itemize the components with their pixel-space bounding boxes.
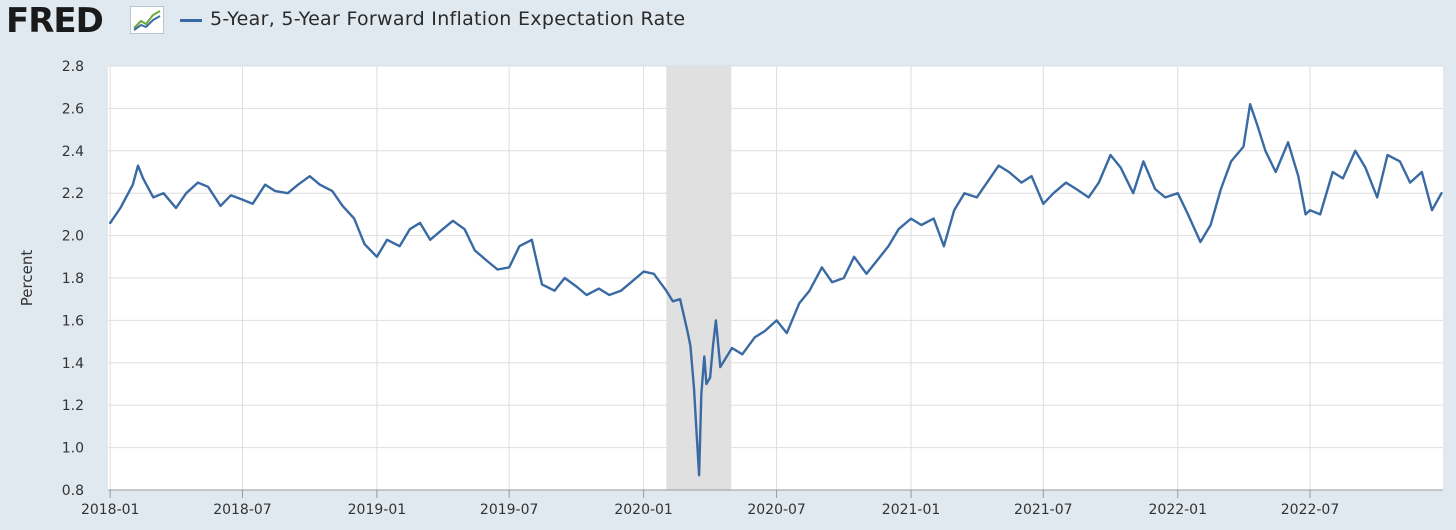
fred-graph-icon — [130, 6, 164, 34]
line-chart: 0.8 1.0 1.2 1.4 1.6 1.8 2.0 2.2 2.4 2.6 2.8 2018-0… — [18, 59, 1443, 518]
series-line — [108, 103, 1443, 477]
x-axis-ticks: 2018-01 2018-07 2019-01 2019-07 2020-01 2020-… — [81, 489, 1443, 518]
y-tick-label: 2.8 — [62, 59, 84, 75]
y-tick-label: 1.6 — [62, 313, 84, 329]
y-tick-label: 1.8 — [62, 271, 84, 287]
series-layer — [108, 103, 1443, 477]
x-tick-label: 2019-01 — [348, 502, 407, 518]
fred-logo[interactable]: FRED — [6, 1, 104, 41]
x-tick-label: 2018-07 — [213, 502, 272, 518]
fred-logo-text: FRED — [6, 1, 104, 41]
y-tick-label: 0.8 — [62, 483, 84, 499]
x-tick-label: 2022-07 — [1281, 502, 1340, 518]
y-tick-label: 2.2 — [62, 186, 84, 202]
y-tick-label: 1.4 — [62, 356, 84, 372]
x-tick-label: 2022-01 — [1149, 502, 1208, 518]
x-tick-label: 2019-07 — [480, 502, 539, 518]
legend-series-label[interactable]: 5-Year, 5-Year Forward Inflation Expecta… — [210, 8, 686, 30]
y-tick-label: 2.4 — [62, 144, 84, 160]
y-axis-ticks: 0.8 1.0 1.2 1.4 1.6 1.8 2.0 2.2 2.4 2.6 2.8 — [62, 59, 84, 499]
y-tick-label: 1.2 — [62, 398, 84, 414]
chart-header: FRED 5-Year, 5-Year Forward Inflation Ex… — [0, 0, 1456, 44]
legend-line-swatch — [180, 19, 202, 22]
x-tick-label: 2021-01 — [882, 502, 941, 518]
y-tick-label: 2.0 — [62, 229, 84, 245]
x-tick-label: 2021-07 — [1014, 502, 1073, 518]
y-tick-label: 1.0 — [62, 441, 84, 457]
y-axis-title: Percent — [18, 250, 36, 307]
x-tick-label: 2020-01 — [614, 502, 673, 518]
y-tick-label: 2.6 — [62, 101, 84, 117]
x-tick-label: 2020-07 — [747, 502, 806, 518]
x-tick-label: 2018-01 — [81, 502, 140, 518]
